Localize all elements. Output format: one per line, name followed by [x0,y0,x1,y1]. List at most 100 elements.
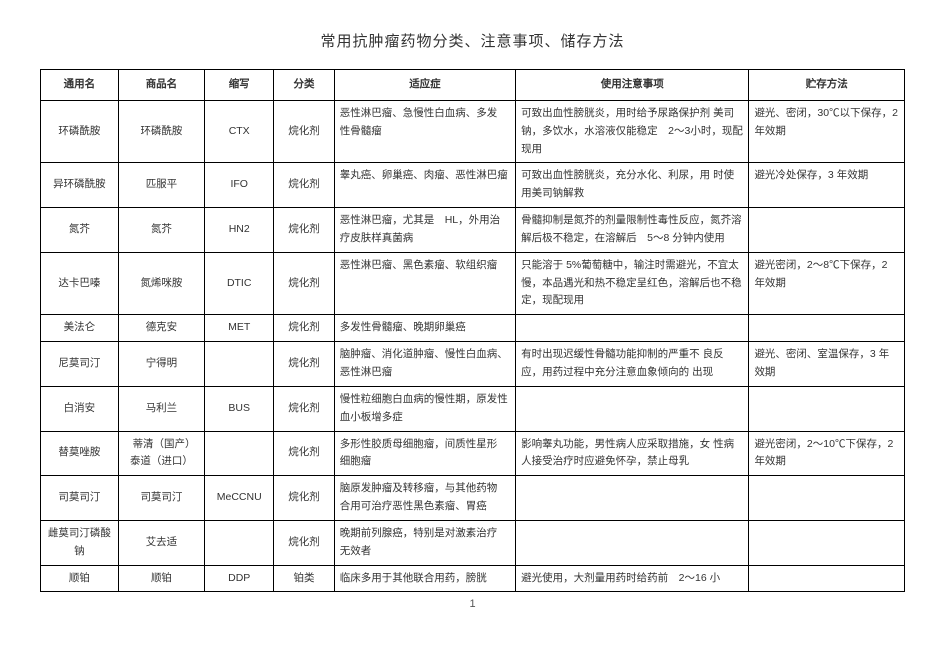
cell-indication: 睾丸癌、卵巢癌、肉瘤、恶性淋巴瘤 [334,163,515,208]
cell-storage [749,520,905,565]
drug-table: 通用名 商品名 缩写 分类 适应症 使用注意事项 贮存方法 环磷酰胺环磷酰胺CT… [40,69,905,592]
cell-abbr [205,520,274,565]
cell-abbr: HN2 [205,208,274,253]
cell-caution: 避光使用，大剂量用药时给药前 2～16 小 [516,565,749,592]
table-row: 美法仑德克安MET烷化剂多发性骨髓瘤、晚期卵巢癌 [41,315,905,342]
cell-class: 烷化剂 [274,520,334,565]
cell-class: 烷化剂 [274,386,334,431]
table-row: 异环磷酰胺匹服平IFO烷化剂睾丸癌、卵巢癌、肉瘤、恶性淋巴瘤可致出血性膀胱炎，充… [41,163,905,208]
cell-class: 烷化剂 [274,431,334,476]
cell-brand: 德克安 [118,315,204,342]
table-row: 环磷酰胺环磷酰胺CTX烷化剂恶性淋巴瘤、急慢性白血病、多发 性骨髓瘤可致出血性膀… [41,100,905,163]
cell-brand: 宁得明 [118,342,204,387]
cell-abbr [205,342,274,387]
page-number: 1 [40,598,905,610]
cell-caution: 可致出血性膀胱炎，用时给予尿路保护剂 美司钠，多饮水，水溶液仅能稳定 2～3小时… [516,100,749,163]
cell-brand: 氮芥 [118,208,204,253]
cell-class: 烷化剂 [274,342,334,387]
cell-indication: 恶性淋巴瘤，尤其是 HL，外用治疗皮肤样真菌病 [334,208,515,253]
cell-brand: 司莫司汀 [118,476,204,521]
cell-abbr: MET [205,315,274,342]
cell-brand: 环磷酰胺 [118,100,204,163]
cell-generic: 氮芥 [41,208,119,253]
cell-abbr [205,431,274,476]
table-row: 司莫司汀司莫司汀MeCCNU烷化剂脑原发肿瘤及转移瘤，与其他药物 合用可治疗恶性… [41,476,905,521]
cell-generic: 司莫司汀 [41,476,119,521]
col-generic: 通用名 [41,70,119,101]
cell-generic: 白消安 [41,386,119,431]
cell-storage: 避光冷处保存，3 年效期 [749,163,905,208]
cell-indication: 脑肿瘤、消化道肿瘤、慢性白血病、恶性淋巴瘤 [334,342,515,387]
cell-generic: 异环磷酰胺 [41,163,119,208]
cell-indication: 多形性胶质母细胞瘤，间质性星形 细胞瘤 [334,431,515,476]
cell-class: 铂类 [274,565,334,592]
col-caution: 使用注意事项 [516,70,749,101]
cell-abbr: DDP [205,565,274,592]
cell-generic: 达卡巴嗪 [41,252,119,315]
cell-abbr: BUS [205,386,274,431]
cell-storage [749,315,905,342]
col-indication: 适应症 [334,70,515,101]
col-abbr: 缩写 [205,70,274,101]
cell-class: 烷化剂 [274,100,334,163]
col-storage: 贮存方法 [749,70,905,101]
cell-brand: 氮烯咪胺 [118,252,204,315]
cell-indication: 慢性粒细胞白血病的慢性期，原发性血小板增多症 [334,386,515,431]
table-row: 氮芥氮芥HN2烷化剂恶性淋巴瘤，尤其是 HL，外用治疗皮肤样真菌病骨髓抑制是氮芥… [41,208,905,253]
cell-abbr: CTX [205,100,274,163]
cell-indication: 临床多用于其他联合用药，膀胱 [334,565,515,592]
cell-abbr: DTIC [205,252,274,315]
cell-generic: 顺铂 [41,565,119,592]
cell-storage: 避光密闭，2～10℃下保存，2 年效期 [749,431,905,476]
cell-storage [749,208,905,253]
cell-generic: 雌莫司汀磷酸钠 [41,520,119,565]
cell-indication: 恶性淋巴瘤、黑色素瘤、软组织瘤 [334,252,515,315]
cell-storage: 避光、密闭、室温保存，3 年效期 [749,342,905,387]
cell-brand: 匹服平 [118,163,204,208]
cell-brand: 艾去适 [118,520,204,565]
cell-storage: 避光密闭，2～8℃下保存，2 年效期 [749,252,905,315]
cell-generic: 美法仑 [41,315,119,342]
table-row: 顺铂顺铂DDP铂类临床多用于其他联合用药，膀胱避光使用，大剂量用药时给药前 2～… [41,565,905,592]
cell-storage [749,565,905,592]
cell-class: 烷化剂 [274,208,334,253]
cell-abbr: MeCCNU [205,476,274,521]
cell-indication: 多发性骨髓瘤、晚期卵巢癌 [334,315,515,342]
table-row: 达卡巴嗪氮烯咪胺DTIC烷化剂恶性淋巴瘤、黑色素瘤、软组织瘤只能溶于 5%葡萄糖… [41,252,905,315]
cell-class: 烷化剂 [274,315,334,342]
table-row: 替莫唑胺蒂清（国产） 泰道（进口） 烷化剂多形性胶质母细胞瘤，间质性星形 细胞瘤影… [41,431,905,476]
cell-caution: 可致出血性膀胱炎，充分水化、利尿，用 时使用美司钠解救 [516,163,749,208]
table-row: 雌莫司汀磷酸钠艾去适 烷化剂晚期前列腺癌，特别是对激素治疗 无效者 [41,520,905,565]
cell-indication: 晚期前列腺癌，特别是对激素治疗 无效者 [334,520,515,565]
cell-brand: 顺铂 [118,565,204,592]
cell-caution: 只能溶于 5%葡萄糖中，输注时需避光，不宜太慢，本品遇光和热不稳定呈红色，溶解后… [516,252,749,315]
cell-storage: 避光、密闭，30℃以下保存，2 年效期 [749,100,905,163]
cell-generic: 替莫唑胺 [41,431,119,476]
col-class: 分类 [274,70,334,101]
cell-storage [749,386,905,431]
cell-class: 烷化剂 [274,163,334,208]
cell-brand: 马利兰 [118,386,204,431]
cell-indication: 脑原发肿瘤及转移瘤，与其他药物 合用可治疗恶性黑色素瘤、胃癌 [334,476,515,521]
cell-indication: 恶性淋巴瘤、急慢性白血病、多发 性骨髓瘤 [334,100,515,163]
cell-generic: 尼莫司汀 [41,342,119,387]
cell-caution [516,520,749,565]
cell-storage [749,476,905,521]
cell-generic: 环磷酰胺 [41,100,119,163]
cell-caution: 骨髓抑制是氮芥的剂量限制性毒性反应，氮芥溶解后极不稳定，在溶解后 5～8 分钟内… [516,208,749,253]
table-body: 环磷酰胺环磷酰胺CTX烷化剂恶性淋巴瘤、急慢性白血病、多发 性骨髓瘤可致出血性膀… [41,100,905,592]
cell-caution: 有时出现迟缓性骨髓功能抑制的严重不 良反应，用药过程中充分注意血象倾向的 出现 [516,342,749,387]
table-row: 白消安马利兰BUS烷化剂慢性粒细胞白血病的慢性期，原发性血小板增多症 [41,386,905,431]
cell-caution [516,386,749,431]
table-row: 尼莫司汀宁得明 烷化剂脑肿瘤、消化道肿瘤、慢性白血病、恶性淋巴瘤有时出现迟缓性骨髓… [41,342,905,387]
cell-class: 烷化剂 [274,476,334,521]
cell-caution [516,315,749,342]
table-header: 通用名 商品名 缩写 分类 适应症 使用注意事项 贮存方法 [41,70,905,101]
cell-caution [516,476,749,521]
cell-abbr: IFO [205,163,274,208]
cell-class: 烷化剂 [274,252,334,315]
col-brand: 商品名 [118,70,204,101]
cell-brand: 蒂清（国产） 泰道（进口） [118,431,204,476]
page-title: 常用抗肿瘤药物分类、注意事项、储存方法 [40,30,905,51]
cell-caution: 影响睾丸功能，男性病人应采取措施，女 性病人接受治疗时应避免怀孕，禁止母乳 [516,431,749,476]
